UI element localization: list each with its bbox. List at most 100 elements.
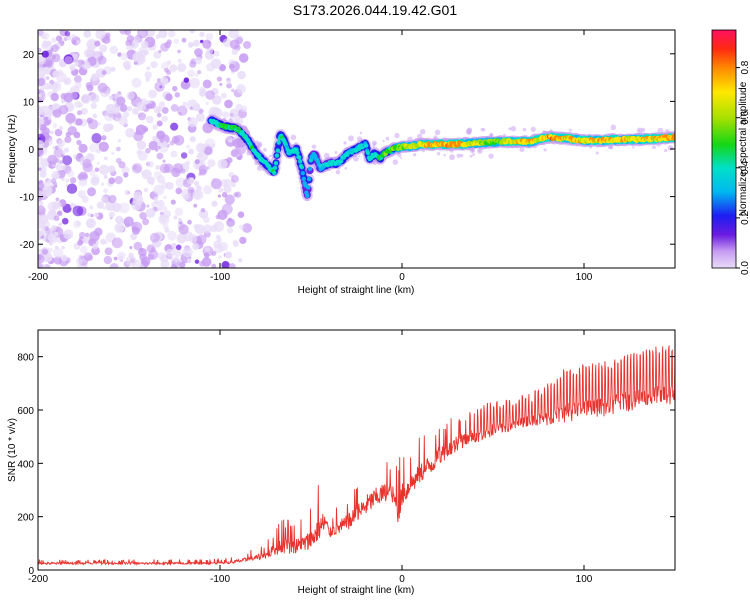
noise-blob — [63, 229, 74, 240]
noise-blob — [146, 244, 155, 253]
noise-blob — [64, 147, 70, 153]
noise-blob — [94, 40, 101, 47]
faint-blob — [632, 146, 635, 149]
noise-blob — [121, 166, 130, 175]
noise-blob — [173, 248, 182, 257]
noise-blob — [194, 224, 206, 235]
noise-blob — [136, 101, 146, 112]
ridge-mark — [273, 160, 279, 166]
noise-blob — [136, 140, 147, 150]
noise-blob — [77, 239, 83, 246]
noise-blob — [156, 175, 166, 184]
noise-blob — [38, 93, 43, 98]
noise-blob — [150, 61, 158, 69]
faint-blob — [469, 154, 473, 158]
noise-blob — [229, 63, 235, 69]
noise-blob — [124, 189, 130, 195]
noise-blob — [211, 200, 218, 207]
noise-blob — [237, 155, 242, 161]
noise-blob — [56, 143, 63, 151]
noise-blob — [38, 264, 44, 268]
snr-x-tick-label: -200 — [28, 574, 48, 585]
spectrogram-y-label: Frequency (Hz) — [7, 115, 18, 184]
noise-blob — [52, 70, 60, 78]
noise-blob — [114, 117, 119, 122]
noise-blob — [148, 89, 158, 99]
noise-blob — [104, 156, 108, 161]
noise-blob — [236, 84, 246, 94]
noise-blob — [138, 247, 144, 253]
noise-blob — [231, 175, 239, 183]
noise-blob — [144, 71, 152, 79]
noise-blob — [73, 220, 81, 228]
noise-blob — [74, 100, 82, 108]
noise-blob — [83, 252, 93, 261]
noise-blob — [43, 82, 51, 90]
ridge-mark — [300, 170, 306, 176]
noise-blob — [239, 236, 247, 245]
noise-blob — [38, 67, 47, 78]
noise-blob — [72, 205, 84, 217]
faint-blob — [358, 155, 361, 158]
noise-blob — [44, 116, 48, 120]
noise-blob — [64, 56, 73, 65]
noise-blob — [132, 226, 140, 235]
noise-blob — [53, 174, 59, 179]
noise-blob — [157, 145, 161, 150]
noise-blob — [54, 128, 63, 137]
noise-blob — [132, 194, 144, 206]
noise-blob — [210, 178, 222, 190]
noise-blob — [230, 149, 239, 157]
noise-blob — [118, 202, 130, 214]
faint-blob — [478, 149, 481, 152]
noise-blob — [159, 163, 170, 174]
snr-series-line — [38, 342, 675, 567]
noise-blob — [226, 157, 233, 164]
noise-blob — [133, 241, 143, 251]
spectrogram-x-tick-label: 100 — [576, 272, 593, 283]
noise-blob — [196, 185, 202, 192]
noise-blob — [103, 174, 108, 179]
faint-blob — [652, 145, 656, 150]
noise-blob — [66, 35, 72, 41]
noise-blob — [182, 101, 188, 107]
noise-blob — [45, 44, 53, 52]
faint-blob — [412, 153, 417, 157]
noise-blob — [183, 77, 190, 83]
noise-blob — [198, 209, 209, 219]
noise-blob — [210, 58, 222, 69]
spectrogram-x-label: Height of straight line (km) — [298, 285, 415, 296]
noise-blob — [192, 242, 200, 251]
faint-blob — [392, 159, 399, 165]
noise-blob — [232, 240, 238, 246]
noise-blob — [158, 49, 162, 54]
noise-blob — [171, 167, 181, 178]
noise-blob — [147, 176, 155, 185]
noise-blob — [188, 233, 198, 244]
noise-blob — [53, 231, 59, 237]
noise-blob — [194, 48, 203, 57]
noise-blob — [224, 194, 235, 205]
noise-blob — [175, 244, 182, 251]
noise-blob — [56, 210, 63, 216]
noise-blob — [96, 201, 104, 209]
noise-blob — [101, 135, 107, 141]
noise-blob — [115, 215, 124, 224]
noise-blob — [138, 112, 147, 121]
noise-blob — [74, 69, 79, 74]
snr-y-tick-label: 200 — [17, 513, 34, 524]
noise-blob — [203, 216, 210, 224]
noise-blob — [61, 150, 66, 155]
faint-blob — [449, 154, 456, 161]
noise-blob — [170, 199, 176, 205]
faint-blob — [530, 126, 536, 133]
noise-blob — [38, 167, 42, 171]
noise-blob — [56, 201, 62, 207]
faint-blob — [400, 156, 403, 159]
noise-blob — [119, 104, 128, 112]
ridge-mark — [306, 176, 312, 182]
noise-blob — [59, 160, 64, 165]
noise-blob — [84, 48, 94, 58]
noise-blob — [51, 37, 57, 43]
faint-blob — [372, 144, 376, 148]
